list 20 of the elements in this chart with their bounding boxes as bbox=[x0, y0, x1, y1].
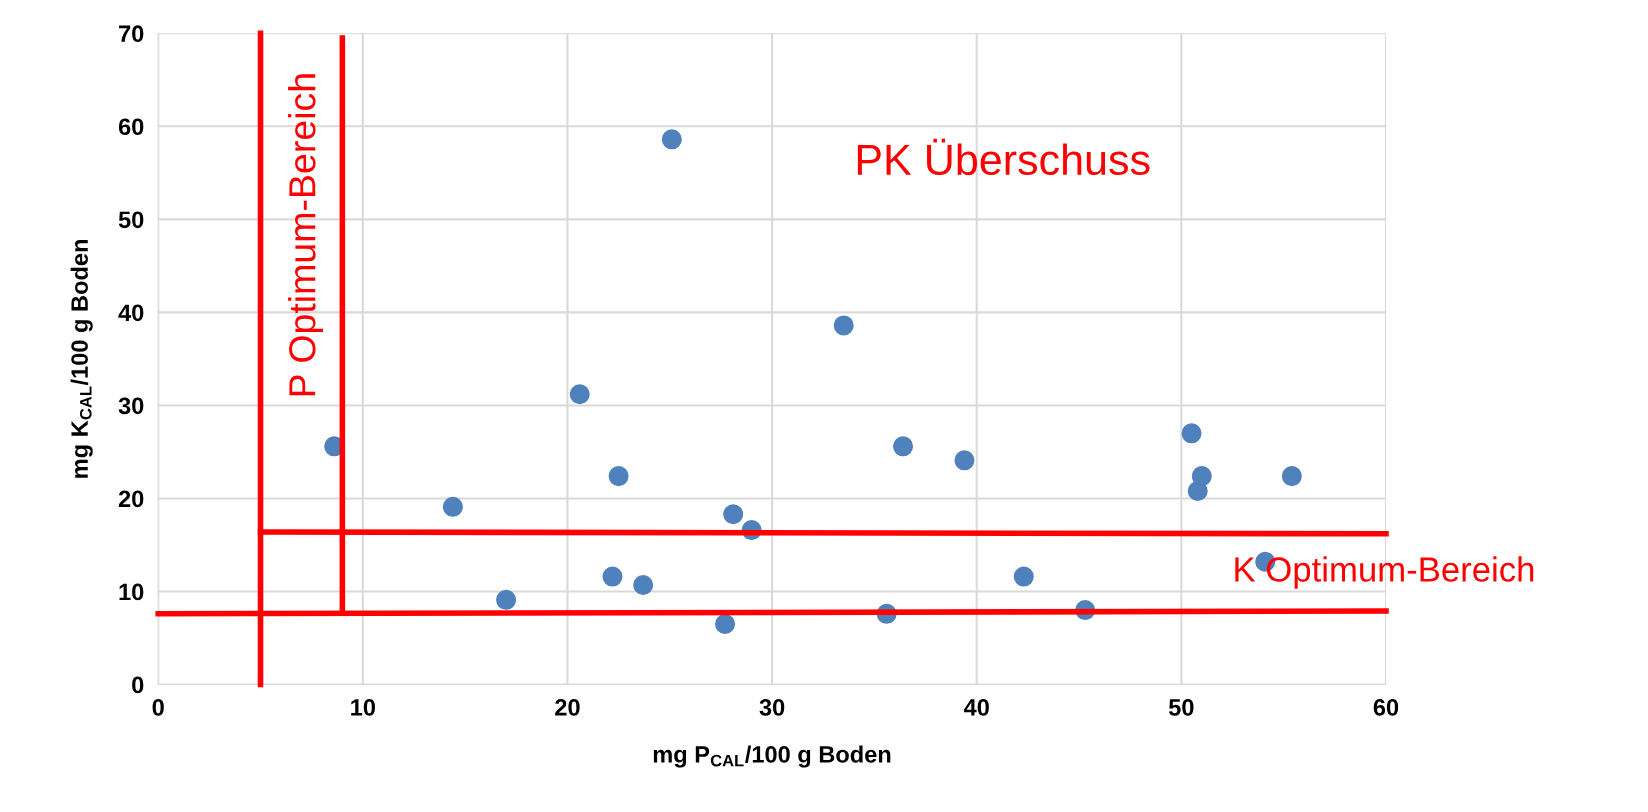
x-tick-label: 0 bbox=[152, 699, 164, 716]
y-tick-label: 60 bbox=[118, 118, 144, 136]
x-tick-label: 20 bbox=[555, 699, 580, 716]
x-tick-label: 40 bbox=[963, 699, 989, 716]
annotation: P Optimum-Bereich bbox=[288, 74, 324, 396]
x-tick-label: 60 bbox=[1373, 699, 1399, 716]
y-tick-label: 20 bbox=[118, 490, 144, 508]
x-tick-label: 30 bbox=[759, 699, 785, 716]
annotation: PK Überschuss bbox=[857, 138, 1150, 176]
x-tick-label: 10 bbox=[351, 699, 375, 716]
x-tick-label: 50 bbox=[1168, 699, 1194, 716]
y-tick-label: 70 bbox=[119, 25, 144, 43]
y-axis-title: mg K$_{CAL}$/100 g Boden bbox=[70, 240, 93, 478]
y-tick-label: 40 bbox=[118, 304, 144, 322]
y-tick-label: 30 bbox=[118, 397, 144, 415]
y-tick-label: 50 bbox=[118, 211, 144, 229]
y-tick-label: 0 bbox=[132, 676, 144, 694]
x-axis-title: mg P$_{CAL}$/100 g Boden bbox=[653, 745, 891, 768]
y-tick-label: 10 bbox=[119, 583, 144, 601]
annotation: K Optimum-Bereich bbox=[1235, 556, 1534, 589]
